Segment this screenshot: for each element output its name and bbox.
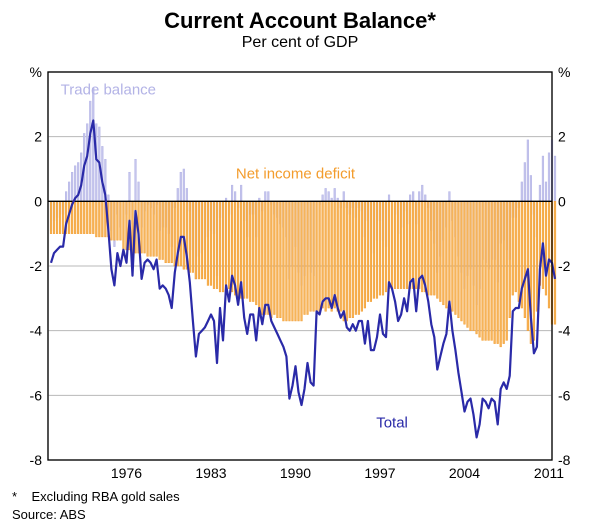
svg-text:2004: 2004 [449,465,480,481]
svg-text:-2: -2 [558,258,571,274]
footnote-1: * Excluding RBA gold sales [12,489,180,504]
svg-text:-6: -6 [30,387,43,403]
footnote-source: Source: ABS [12,507,86,522]
annotation: Trade balance [61,82,156,99]
chart-container: Current Account Balance* Per cent of GDP… [0,0,600,530]
svg-text:1990: 1990 [280,465,311,481]
svg-text:-2: -2 [30,258,43,274]
svg-text:-4: -4 [30,323,43,339]
footnote-marker: * [12,489,17,504]
svg-text:0: 0 [34,193,42,209]
annotation: Total [376,415,408,432]
svg-text:2011: 2011 [534,465,564,481]
svg-text:-4: -4 [558,323,571,339]
svg-text:1983: 1983 [195,465,226,481]
footnote-2: Source: ABS [12,507,86,522]
svg-text:0: 0 [558,193,566,209]
svg-text:1997: 1997 [364,465,395,481]
svg-text:1976: 1976 [111,465,142,481]
svg-text:2: 2 [34,129,42,145]
svg-text:%: % [558,64,570,80]
annotation: Net income deficit [236,166,356,183]
svg-text:%: % [30,64,42,80]
svg-text:2: 2 [558,129,566,145]
chart-plot: -8-8-6-6-4-4-2-20022%%197619831990199720… [0,0,600,530]
svg-text:-6: -6 [558,387,571,403]
footnote-text: Excluding RBA gold sales [32,489,180,504]
svg-text:-8: -8 [30,452,43,468]
